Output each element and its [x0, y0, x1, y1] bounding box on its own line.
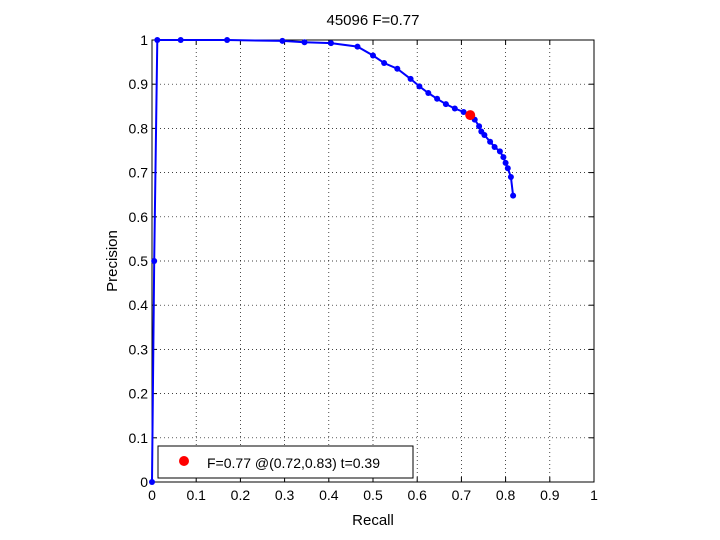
legend: F=0.77 @(0.72,0.83) t=0.39: [157, 445, 414, 479]
y-axis-label: Precision: [104, 230, 121, 292]
series-point: [279, 37, 286, 44]
series-point: [381, 60, 388, 66]
series-point: [407, 75, 414, 82]
best-f-point: [465, 110, 476, 121]
series-point: [442, 101, 449, 108]
series-point: [416, 83, 423, 90]
series-point: [491, 144, 498, 150]
y-tick-label: 0.6: [129, 209, 149, 225]
series-point: [425, 90, 432, 96]
series-point: [487, 138, 494, 145]
legend-text: F=0.77 @(0.72,0.83) t=0.39: [207, 455, 380, 471]
series-point: [460, 109, 467, 115]
grid: [152, 40, 594, 482]
series-point: [149, 479, 155, 485]
y-tick-label: 0.9: [129, 76, 149, 92]
y-tick-label: 0.4: [129, 297, 149, 313]
legend-marker: [179, 456, 189, 466]
series-point: [151, 258, 158, 264]
series-point: [394, 65, 401, 72]
series-point: [370, 52, 376, 59]
series-point: [504, 165, 511, 172]
series-point: [224, 37, 231, 43]
x-tick-label: 0: [148, 487, 156, 503]
y-ticks: 0 0.1 0.2 0.3 0.4 0.5 0.6 0.7 0.8 0.9 1: [129, 32, 594, 490]
chart-title: 45096 F=0.77: [327, 12, 420, 29]
series-point: [481, 132, 488, 138]
series-point: [500, 154, 507, 161]
series-point: [476, 123, 483, 130]
y-tick-label: 0.1: [129, 430, 149, 446]
series-point: [496, 148, 503, 155]
x-tick-label: 0.7: [452, 487, 472, 503]
x-tick-label: 0.3: [275, 487, 295, 503]
x-tick-label: 0.9: [540, 487, 560, 503]
series-point: [328, 40, 334, 47]
series-point: [301, 39, 308, 46]
x-tick-label: 1: [590, 487, 598, 503]
highlight-group: [465, 110, 476, 121]
series-point: [354, 43, 361, 50]
x-axis-label: Recall: [352, 512, 394, 529]
x-tick-label: 0.5: [363, 487, 383, 503]
series-group: [149, 37, 517, 485]
y-tick-label: 0.3: [129, 341, 149, 357]
series-point: [507, 174, 514, 180]
y-tick-label: 0.5: [129, 253, 149, 269]
y-tick-label: 0.8: [129, 120, 149, 136]
y-tick-label: 0.7: [129, 165, 149, 181]
x-tick-label: 0.4: [319, 487, 339, 503]
series-point: [177, 37, 184, 43]
series-point: [451, 105, 458, 112]
y-tick-label: 1: [140, 32, 148, 48]
series-point: [154, 37, 161, 43]
y-tick-label: 0.2: [129, 386, 149, 402]
x-tick-label: 0.2: [231, 487, 251, 503]
y-tick-label: 0: [140, 474, 148, 490]
legend-box: [157, 445, 414, 479]
x-tick-label: 0.1: [186, 487, 206, 503]
x-tick-label: 0.6: [407, 487, 427, 503]
series-point: [510, 192, 517, 199]
x-ticks: 0 0.1 0.2 0.3 0.4 0.5 0.6 0.7 0.8 0.9 1: [148, 40, 598, 503]
series-point: [502, 159, 509, 166]
series-point: [434, 95, 441, 102]
x-tick-label: 0.8: [496, 487, 516, 503]
